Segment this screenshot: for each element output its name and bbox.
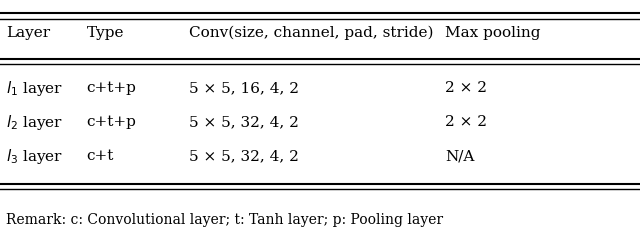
Text: Max pooling: Max pooling — [445, 26, 540, 40]
Text: 5 × 5, 16, 4, 2: 5 × 5, 16, 4, 2 — [189, 81, 299, 95]
Text: c+t: c+t — [86, 149, 114, 163]
Text: 5 × 5, 32, 4, 2: 5 × 5, 32, 4, 2 — [189, 115, 299, 129]
Text: c+t+p: c+t+p — [86, 115, 136, 129]
Text: Layer: Layer — [6, 26, 51, 40]
Text: $l_2$ layer: $l_2$ layer — [6, 112, 63, 132]
Text: 2 × 2: 2 × 2 — [445, 115, 487, 129]
Text: Conv(size, channel, pad, stride): Conv(size, channel, pad, stride) — [189, 26, 433, 40]
Text: c+t+p: c+t+p — [86, 81, 136, 95]
Text: Type: Type — [86, 26, 124, 40]
Text: Remark: c: Convolutional layer; t: Tanh layer; p: Pooling layer: Remark: c: Convolutional layer; t: Tanh … — [6, 213, 444, 227]
Text: $l_3$ layer: $l_3$ layer — [6, 146, 63, 165]
Text: 2 × 2: 2 × 2 — [445, 81, 487, 95]
Text: $l_1$ layer: $l_1$ layer — [6, 79, 63, 98]
Text: N/A: N/A — [445, 149, 474, 163]
Text: 5 × 5, 32, 4, 2: 5 × 5, 32, 4, 2 — [189, 149, 299, 163]
